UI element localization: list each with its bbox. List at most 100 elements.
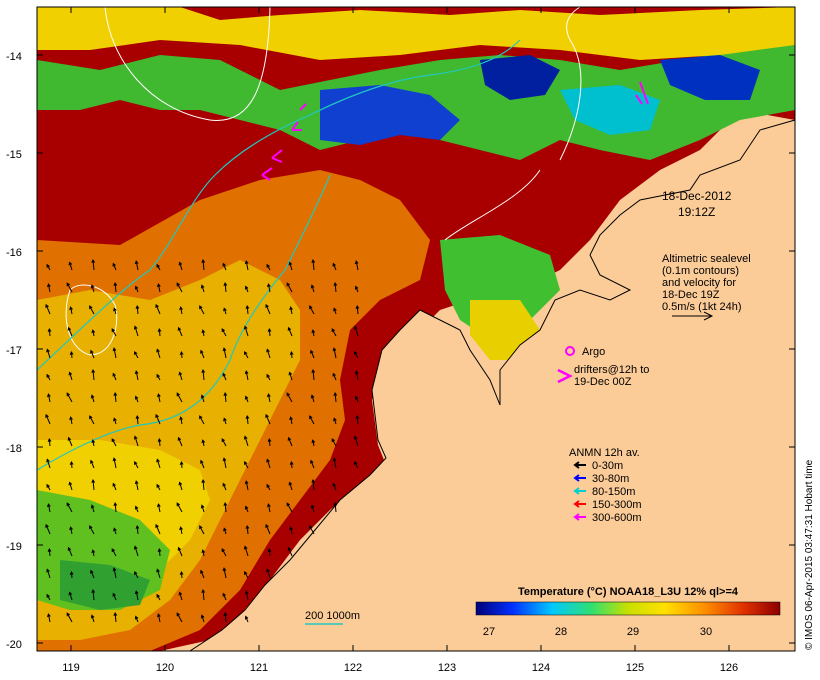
y-tick: -14: [6, 51, 22, 63]
velocity-arrow: [267, 547, 272, 557]
colorbar-tick: 28: [555, 626, 567, 638]
x-axis: 119 120 121 122 123 124 125 126: [62, 662, 738, 674]
velocity-arrow: [310, 349, 315, 359]
velocity-arrow: [289, 306, 293, 315]
velocity-arrow: [47, 437, 52, 447]
velocity-arrow: [176, 502, 183, 513]
arrow-icon: [573, 513, 586, 521]
velocity-arrow: [47, 393, 51, 403]
velocity-arrow: [331, 328, 337, 337]
velocity-arrow: [112, 567, 117, 579]
velocity-arrow: [266, 483, 271, 491]
velocity-arrow: [157, 503, 161, 513]
velocity-arrow: [46, 263, 51, 271]
velocity-arrow: [157, 283, 161, 293]
velocity-arrow: [112, 372, 117, 381]
velocity-arrow: [90, 614, 95, 623]
velocity-arrow: [176, 392, 183, 403]
velocity-arrow: [113, 611, 118, 623]
velocity-arrow: [286, 502, 293, 513]
velocity-arrow: [289, 350, 294, 359]
velocity-arrow: [67, 326, 73, 337]
anmn-item: 30-80m: [573, 473, 629, 485]
velocity-arrow: [90, 394, 95, 403]
velocity-arrow: [134, 285, 139, 293]
colorbar-title: Temperature (°C) NOAA18_L3U 12% ql>=4: [518, 586, 739, 598]
velocity-arrow: [112, 457, 117, 469]
velocity-arrow: [69, 350, 74, 359]
y-tick: -17: [6, 345, 22, 357]
velocity-arrow: [222, 592, 227, 601]
velocity-arrow: [133, 545, 139, 557]
velocity-arrow: [134, 480, 139, 491]
velocity-arrow: [89, 415, 95, 425]
velocity-arrow: [288, 261, 293, 271]
velocity-arrow: [69, 570, 74, 579]
velocity-arrow: [200, 394, 205, 403]
arrow-icon: [573, 500, 586, 508]
velocity-arrow: [266, 373, 271, 381]
velocity-arrow: [223, 417, 227, 425]
velocity-arrow: [243, 545, 249, 557]
velocity-arrow: [179, 570, 184, 579]
velocity-arrow: [91, 478, 96, 491]
velocity-arrow: [355, 304, 360, 315]
velocity-arrow: [69, 416, 73, 425]
north-yellow-band: [37, 7, 795, 60]
velocity-arrow: [157, 547, 162, 557]
altimetry-line: and velocity for: [662, 277, 736, 289]
north-blue-patch: [320, 85, 460, 145]
velocity-arrow: [178, 591, 183, 601]
velocity-arrow: [311, 258, 316, 271]
map-time: 19:12Z: [678, 205, 715, 219]
velocity-arrow: [223, 501, 228, 513]
velocity-arrow: [91, 588, 96, 601]
velocity-arrow: [199, 415, 205, 425]
velocity-arrow: [333, 307, 337, 315]
velocity-arrow: [201, 368, 206, 381]
drifters-label-1: drifters@12h to: [574, 364, 649, 376]
velocity-arrow: [46, 568, 51, 579]
velocity-arrow: [46, 348, 51, 359]
velocity-arrow: [354, 285, 359, 293]
velocity-arrow: [46, 373, 51, 381]
velocity-arrow: [177, 326, 183, 337]
altimetry-line: 18-Dec 19Z: [662, 289, 720, 301]
velocity-arrow: [287, 546, 293, 557]
colorbar-tick: 27: [483, 626, 495, 638]
velocity-arrow: [201, 329, 206, 337]
velocity-arrow: [200, 614, 205, 623]
velocity-arrow: [45, 523, 51, 535]
y-axis: -14 -15 -16 -17 -18 -19 -20: [6, 51, 22, 651]
velocity-arrow: [244, 260, 249, 271]
velocity-arrow: [199, 305, 205, 315]
isobath-label: 200 1000m: [305, 610, 360, 622]
velocity-arrow: [135, 414, 140, 425]
anmn-legend: ANMN 12h av. 0-30m 30-80m 80-150m 150-30…: [569, 447, 642, 524]
velocity-arrow: [333, 391, 338, 403]
velocity-arrow: [244, 480, 249, 491]
velocity-arrow: [200, 569, 205, 579]
x-tick: 124: [532, 662, 550, 674]
velocity-arrow: [111, 328, 117, 337]
velocity-arrow: [311, 329, 316, 337]
velocity-arrow: [332, 457, 337, 469]
velocity-arrow: [134, 461, 139, 469]
velocity-arrow: [244, 615, 249, 623]
anmn-item: 150-300m: [573, 499, 642, 511]
velocity-arrow: [69, 306, 73, 315]
velocity-arrow: [333, 501, 338, 513]
velocity-arrow: [244, 590, 249, 601]
velocity-arrow: [221, 328, 227, 337]
velocity-arrow: [355, 414, 360, 425]
velocity-arrow: [201, 478, 206, 491]
velocity-arrow: [157, 437, 162, 447]
altimetry-legend: Altimetric sealevel (0.1m contours) and …: [662, 253, 751, 321]
velocity-arrow: [90, 569, 95, 579]
velocity-arrow: [90, 504, 95, 513]
velocity-arrow: [310, 284, 315, 293]
velocity-arrow: [155, 523, 161, 535]
velocity-arrow: [157, 393, 161, 403]
velocity-arrow: [68, 261, 73, 271]
velocity-arrow: [113, 391, 118, 403]
